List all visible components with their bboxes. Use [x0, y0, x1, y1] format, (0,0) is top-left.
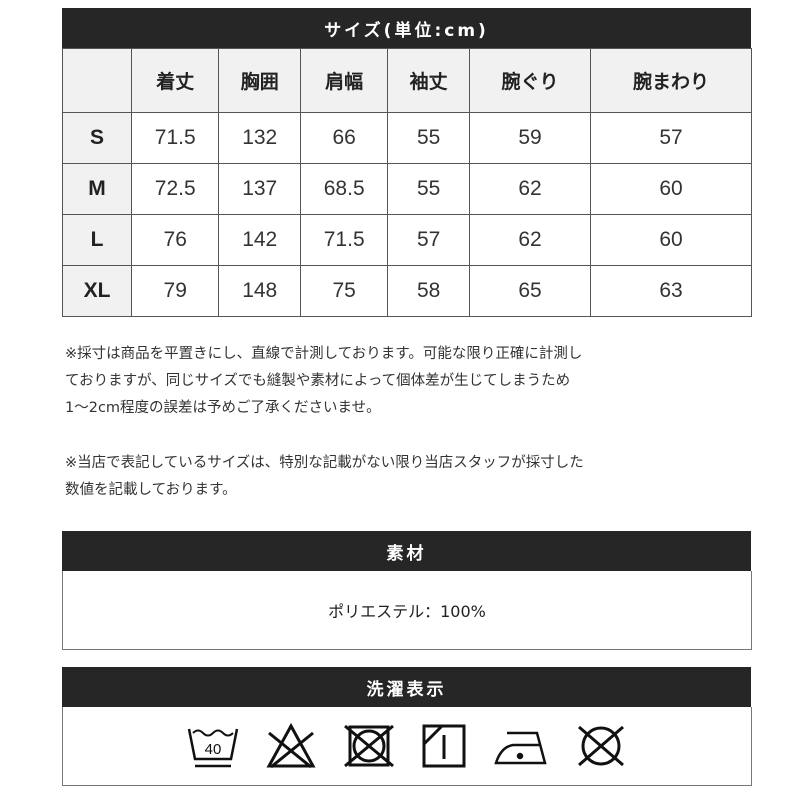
column-header: 胸囲 [218, 48, 301, 113]
wash-40-gentle-icon: 40 [187, 728, 239, 768]
size-label: S [62, 112, 132, 164]
table-cell: 60 [590, 214, 752, 266]
table-cell: 72.5 [130, 163, 220, 215]
column-header: 袖丈 [387, 48, 470, 113]
table-cell: 71.5 [130, 112, 220, 164]
note-measurement: ※採寸は商品を平置きにし、直線で計測しております。可能な限り正確に計測し ており… [65, 341, 582, 422]
size-table-title: サイズ(単位:cm) [62, 8, 751, 48]
table-cell: 68.5 [299, 163, 389, 215]
column-header: 腕ぐり [468, 48, 592, 113]
table-cell: 63 [590, 265, 752, 317]
table-cell: 75 [299, 265, 389, 317]
table-cell: 148 [218, 265, 301, 317]
table-cell: 62 [468, 163, 592, 215]
size-label: L [62, 214, 132, 266]
table-cell: 58 [387, 265, 470, 317]
table-row: L 76 142 71.5 57 62 60 [62, 214, 752, 266]
column-header: 肩幅 [299, 48, 389, 113]
care-title: 洗濯表示 [62, 667, 751, 707]
table-cell: 79 [130, 265, 220, 317]
table-row: S 71.5 132 66 55 59 57 [62, 112, 752, 164]
table-cell: 71.5 [299, 214, 389, 266]
size-label: M [62, 163, 132, 215]
table-cell: 57 [590, 112, 752, 164]
table-cell: 76 [130, 214, 220, 266]
table-cell: 62 [468, 214, 592, 266]
size-label: XL [62, 265, 132, 317]
note-line: ておりますが、同じサイズでも縫製や素材によって個体差が生じてしまうため [65, 373, 571, 389]
table-cell: 59 [468, 112, 592, 164]
table-cell: 55 [387, 163, 470, 215]
table-cell: 66 [299, 112, 389, 164]
no-dry-clean-icon [578, 725, 624, 767]
table-cell: 60 [590, 163, 752, 215]
no-tumble-dry-icon [344, 724, 394, 768]
no-bleach-icon [266, 723, 316, 769]
care-box: 40 [62, 707, 752, 786]
note-line: 数値を記載しております。 [65, 482, 237, 498]
table-cell: 65 [468, 265, 592, 317]
note-line: ※当店で表記しているサイズは、特別な記載がない限り当店スタッフが採寸した [65, 455, 584, 471]
table-cell: 57 [387, 214, 470, 266]
material-title: 素材 [62, 531, 751, 571]
note-staff: ※当店で表記しているサイズは、特別な記載がない限り当店スタッフが採寸した 数値を… [65, 450, 584, 504]
size-table: 着丈 胸囲 肩幅 袖丈 腕ぐり 腕まわり S 71.5 132 66 55 59 57 M 72… [62, 48, 752, 317]
table-cell: 55 [387, 112, 470, 164]
note-line: ※採寸は商品を平置きにし、直線で計測しております。可能な限り正確に計測し [65, 346, 583, 362]
column-header: 着丈 [130, 48, 220, 113]
iron-low-icon [494, 731, 547, 765]
column-header: 腕まわり [590, 48, 752, 113]
material-box: ポリエステル：100% [62, 571, 752, 650]
table-cell: 142 [218, 214, 301, 266]
corner-cell [62, 48, 132, 113]
table-row: M 72.5 137 68.5 55 62 60 [62, 163, 752, 215]
material-value: ポリエステル：100% [328, 602, 486, 621]
line-dry-shade-icon [422, 724, 466, 768]
wash-temp: 40 [205, 741, 222, 758]
note-line: 1～2cm程度の誤差は予めご了承くださいませ。 [65, 400, 381, 416]
table-cell: 132 [218, 112, 301, 164]
table-cell: 137 [218, 163, 301, 215]
table-row: XL 79 148 75 58 65 63 [62, 265, 752, 317]
table-header-row: 着丈 胸囲 肩幅 袖丈 腕ぐり 腕まわり [62, 48, 752, 113]
